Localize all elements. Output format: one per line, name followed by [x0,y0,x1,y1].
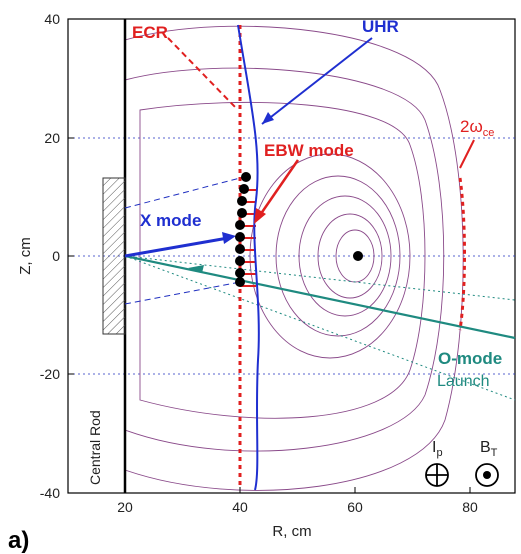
two-omega-line [458,177,466,331]
y-tick-label: -40 [40,485,60,501]
two-omega-pointer [459,139,475,169]
label-ebw-mode: EBW mode [264,141,354,160]
bt-dot [483,471,491,479]
magnetic-axis [353,251,363,261]
y-tick-label: 0 [52,248,60,264]
y-axis-title: Z, cm [17,237,34,275]
uhr-pointer-head [262,112,274,124]
label-central-rod: Central Rod [87,410,103,485]
uhr-pointer [261,37,373,125]
tick-marks [68,18,471,494]
antenna [102,177,126,335]
label-bt: BT [480,439,498,459]
plot-frame [67,18,516,494]
x-mode-arrowhead [222,232,236,244]
uhr-curve [237,24,260,491]
ebw-pointer-head [254,208,266,224]
flux-surfaces [124,25,464,491]
x-axis-title: R, cm [272,523,311,540]
bt-out-of-page-icon [475,463,499,487]
label-ip: Ip [432,439,443,459]
y-tick-label: 40 [44,11,60,27]
y-tick-label: 20 [44,130,60,146]
y-tick-label: -20 [40,366,60,382]
label-o-mode: O-mode [438,349,502,368]
ebw-dots [235,172,251,287]
panel-label: a) [8,527,29,554]
o-mode-line [124,254,516,340]
label-x-mode: X mode [140,211,201,230]
x-tick-label: 60 [347,499,363,515]
beam-guides [124,177,516,401]
label-launch: Launch [437,373,490,390]
label-ecr: ECR [132,23,168,42]
x-tick-label: 80 [462,499,478,515]
z-guides [68,137,515,375]
x-tick-label: 20 [117,499,133,515]
label-uhr: UHR [362,17,399,36]
label-two-omega: 2ωce [460,117,494,139]
ecr-pointer [167,37,237,109]
x-mode-arrow [124,236,229,258]
ebw-pointer [256,159,300,219]
x-tick-label: 40 [232,499,248,515]
o-mode-arrowhead [188,265,204,273]
